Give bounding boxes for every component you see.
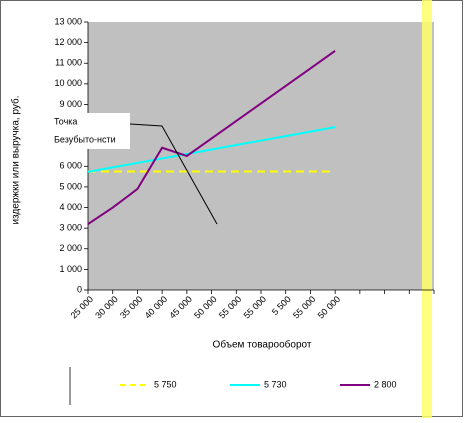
y-tick-label: 6 000 — [59, 161, 82, 171]
series-line — [87, 126, 336, 173]
y-tick-label: 9 000 — [59, 99, 82, 109]
legend-label: 5 750 — [154, 379, 177, 389]
legend-label: 5 730 — [264, 379, 287, 389]
annotation-leader — [129, 123, 218, 225]
plot-area — [88, 22, 434, 290]
legend-label: 2 800 — [374, 379, 397, 389]
annotation-box — [52, 113, 130, 149]
y-tick-label: 0 — [77, 284, 82, 294]
y-tick-label: 5 000 — [59, 181, 82, 191]
y-tick-label: 4 000 — [59, 202, 82, 212]
y-tick-label: 2 000 — [59, 243, 82, 253]
legend: 5 750 5 730 2 800 — [120, 379, 397, 389]
series-line — [87, 50, 336, 225]
y-tick-label: 13 000 — [54, 16, 82, 26]
annotation: Безубыто-нсти — [54, 134, 116, 144]
y-tick-label: 11 000 — [55, 58, 82, 68]
y-tick-label: 10 000 — [54, 78, 82, 88]
y-tick-label: 1 000 — [59, 264, 82, 274]
y-tick-label: 12 000 — [54, 37, 82, 47]
y-axis-label: издержки или выручка, руб. — [10, 95, 22, 224]
y-tick-label: 3 000 — [59, 223, 82, 233]
x-axis-label: Объем товарооборот — [213, 339, 312, 351]
highlight-band — [422, 0, 432, 418]
annotation: Точка — [54, 116, 77, 126]
